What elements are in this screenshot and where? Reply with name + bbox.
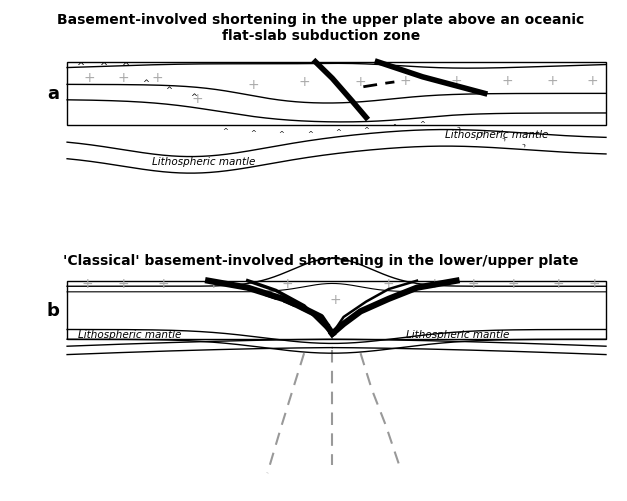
Text: a: a bbox=[47, 85, 59, 103]
Text: +: + bbox=[298, 75, 310, 89]
Text: ^: ^ bbox=[222, 127, 228, 133]
Text: ^: ^ bbox=[100, 62, 108, 72]
Text: Basement-involved shortening in the upper plate above an oceanic
flat-slab subdu: Basement-involved shortening in the uppe… bbox=[58, 13, 584, 43]
Text: +: + bbox=[589, 277, 601, 291]
Text: +: + bbox=[329, 292, 341, 306]
Text: ^: ^ bbox=[250, 130, 256, 136]
Text: ^: ^ bbox=[475, 130, 483, 138]
Bar bbox=[67, 281, 606, 340]
Text: +: + bbox=[468, 277, 479, 291]
Text: Lithospheric mantle: Lithospheric mantle bbox=[406, 329, 509, 339]
Text: ^: ^ bbox=[335, 129, 341, 135]
Text: ^: ^ bbox=[452, 125, 461, 133]
Text: +: + bbox=[208, 277, 219, 291]
Text: ^: ^ bbox=[497, 135, 506, 143]
Text: ^: ^ bbox=[142, 79, 150, 88]
Text: Lithospheric mantle: Lithospheric mantle bbox=[445, 130, 549, 140]
Text: ^: ^ bbox=[517, 141, 525, 149]
Text: +: + bbox=[451, 74, 462, 88]
Text: +: + bbox=[282, 277, 293, 291]
Text: ^: ^ bbox=[122, 62, 130, 72]
Text: +: + bbox=[355, 75, 366, 89]
Text: ^: ^ bbox=[391, 124, 398, 130]
Bar bbox=[67, 63, 606, 126]
Text: +: + bbox=[118, 277, 129, 291]
Text: ^: ^ bbox=[363, 127, 369, 133]
Text: Lithospheric mantle: Lithospheric mantle bbox=[78, 329, 182, 339]
Text: +: + bbox=[586, 74, 598, 88]
Text: +: + bbox=[84, 71, 95, 85]
Text: +: + bbox=[118, 71, 129, 85]
Text: +: + bbox=[400, 74, 411, 88]
Text: 'Classical' basement-involved shortening in the lower/upper plate: 'Classical' basement-involved shortening… bbox=[63, 254, 579, 267]
Text: +: + bbox=[383, 277, 394, 291]
Text: ^: ^ bbox=[278, 131, 285, 137]
Text: ^: ^ bbox=[191, 93, 198, 102]
Text: +: + bbox=[191, 92, 203, 106]
Text: +: + bbox=[81, 277, 93, 291]
Text: ^: ^ bbox=[165, 86, 172, 95]
Text: +: + bbox=[502, 74, 513, 88]
Text: +: + bbox=[157, 277, 169, 291]
Text: ^: ^ bbox=[77, 62, 85, 72]
Text: +: + bbox=[248, 78, 259, 92]
Text: b: b bbox=[46, 302, 60, 319]
Text: +: + bbox=[552, 277, 564, 291]
Text: ^: ^ bbox=[307, 130, 313, 136]
Text: Lithospheric mantle: Lithospheric mantle bbox=[152, 157, 255, 167]
Text: +: + bbox=[507, 277, 519, 291]
Text: +: + bbox=[547, 74, 558, 88]
Text: +: + bbox=[152, 71, 163, 85]
Text: ^: ^ bbox=[419, 121, 426, 127]
Text: +: + bbox=[428, 277, 440, 291]
